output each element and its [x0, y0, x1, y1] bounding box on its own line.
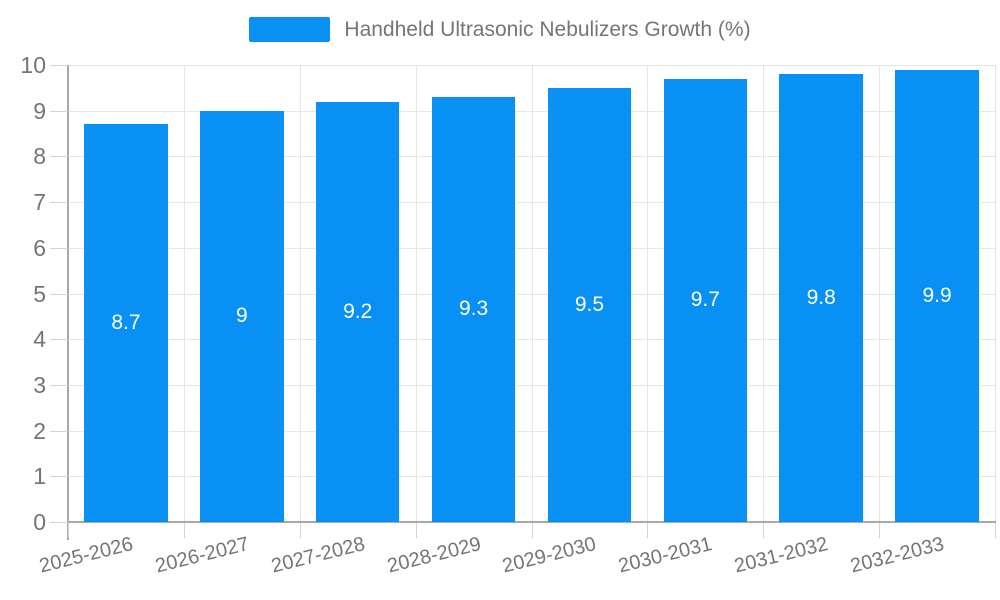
- bar-2026-2027[interactable]: [200, 110, 284, 522]
- gridline-vertical: [299, 65, 301, 522]
- y-axis-label: 4: [33, 326, 46, 353]
- bar-2031-2032[interactable]: [779, 74, 863, 522]
- y-axis-label: 0: [33, 509, 46, 535]
- y-tick: [50, 156, 68, 158]
- gridline-vertical: [995, 65, 996, 522]
- legend-swatch[interactable]: [249, 17, 331, 42]
- y-axis-label: 7: [33, 189, 46, 216]
- y-axis-label: 5: [33, 280, 46, 307]
- bar-2030-2031[interactable]: [663, 78, 748, 522]
- gridline-vertical: [183, 65, 185, 522]
- bar-2025-2026[interactable]: [84, 124, 168, 522]
- y-tick: [50, 293, 68, 295]
- y-tick: [50, 65, 68, 66]
- x-tick: [647, 523, 649, 538]
- y-axis-label: 9: [33, 97, 46, 124]
- y-axis-line: [67, 65, 69, 540]
- x-tick: [415, 523, 417, 538]
- y-axis-label: 6: [33, 234, 46, 261]
- y-tick: [50, 202, 68, 204]
- gridline-vertical: [415, 65, 417, 522]
- bar-2027-2028[interactable]: [315, 101, 400, 522]
- gridline-vertical: [763, 65, 765, 522]
- legend-label[interactable]: Handheld Ultrasonic Nebulizers Growth (%…: [344, 17, 751, 41]
- bar-2032-2033[interactable]: [895, 69, 979, 522]
- y-tick: [50, 476, 68, 478]
- y-tick: [50, 522, 68, 523]
- x-tick: [763, 523, 765, 538]
- x-tick: [995, 523, 996, 538]
- gridline-vertical: [879, 65, 881, 522]
- y-tick: [50, 384, 68, 386]
- x-tick: [299, 523, 301, 538]
- x-tick: [531, 523, 533, 538]
- legend: Handheld Ultrasonic Nebulizers Growth (%…: [0, 17, 1000, 42]
- y-axis-label: 8: [33, 143, 46, 170]
- gridline-horizontal: [68, 65, 995, 66]
- bar-2029-2030[interactable]: [547, 87, 632, 522]
- x-tick: [879, 523, 881, 538]
- y-axis-label: 3: [33, 371, 46, 398]
- x-tick: [68, 523, 69, 538]
- y-tick: [50, 110, 68, 112]
- gridline-vertical: [647, 65, 649, 522]
- y-tick: [50, 247, 68, 249]
- gridline-vertical: [531, 65, 533, 522]
- y-axis-label: 1: [33, 463, 46, 490]
- y-tick: [50, 430, 68, 432]
- y-axis-label: 2: [33, 417, 46, 444]
- y-axis-label: 10: [20, 52, 46, 78]
- bar-2028-2029[interactable]: [431, 96, 516, 522]
- x-tick: [183, 523, 185, 538]
- y-tick: [50, 339, 68, 341]
